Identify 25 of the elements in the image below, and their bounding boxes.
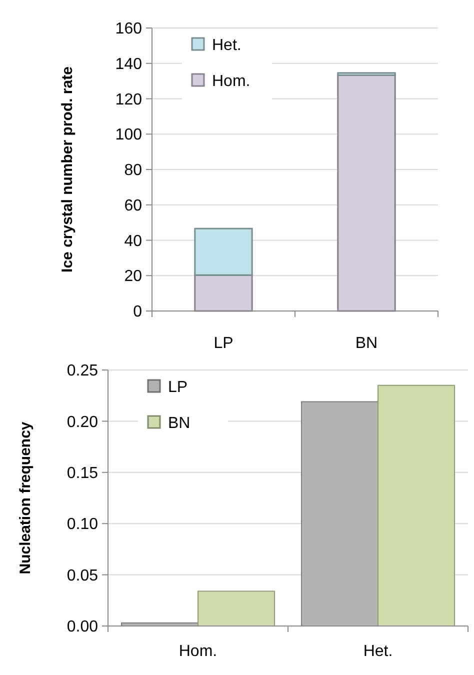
bar bbox=[378, 384, 455, 626]
y-tick-label: 60 bbox=[124, 197, 142, 214]
y-tick-label: 0.25 bbox=[66, 362, 98, 380]
y-tick-label: 0.15 bbox=[66, 465, 98, 482]
y-tick-label: 120 bbox=[115, 91, 142, 108]
y-tick-label: 160 bbox=[115, 20, 142, 38]
y-tick-label: 40 bbox=[124, 232, 142, 250]
y-tick-label: 0.20 bbox=[66, 414, 98, 431]
legend-label: BN bbox=[168, 415, 190, 432]
y-tick-label: 140 bbox=[115, 56, 142, 73]
y-tick-label: 0.10 bbox=[66, 516, 98, 534]
y-axis-title: Ice crystal number prod. rate bbox=[59, 66, 76, 272]
y-tick-label: 0.00 bbox=[66, 618, 98, 636]
y-tick-label: 0.05 bbox=[66, 567, 98, 584]
bar bbox=[198, 590, 275, 626]
y-tick-label: 20 bbox=[124, 268, 142, 286]
legend-label: LP bbox=[168, 379, 188, 396]
legend-label: Het. bbox=[212, 37, 242, 54]
y-tick-label: 80 bbox=[124, 162, 142, 180]
bar bbox=[194, 228, 253, 276]
bar bbox=[337, 72, 396, 76]
y-axis-title: Nucleation frequency bbox=[17, 421, 34, 574]
y-tick-label: 100 bbox=[115, 126, 142, 144]
legend-label: Hom. bbox=[212, 73, 250, 90]
y-tick-label: 0 bbox=[133, 304, 142, 321]
